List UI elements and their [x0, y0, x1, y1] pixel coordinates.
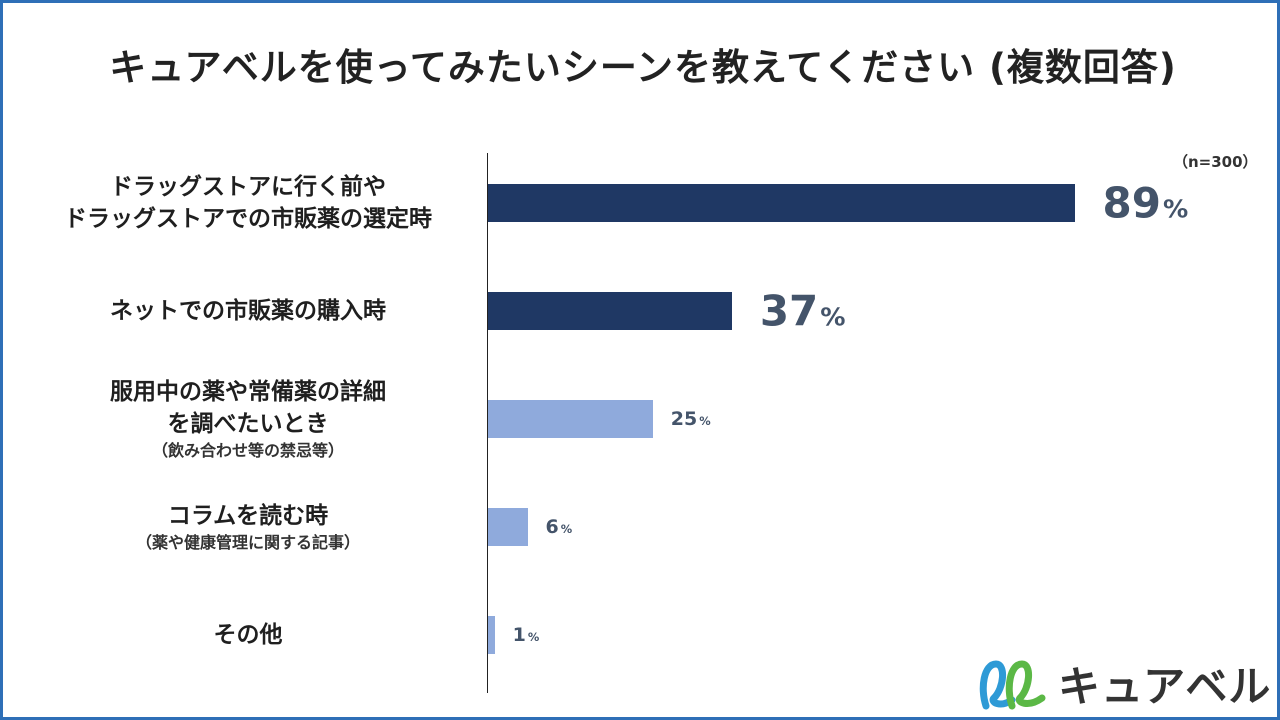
- category-label-line: その他: [213, 622, 283, 648]
- data-label-unit: %: [699, 414, 711, 428]
- category-label: その他: [23, 619, 473, 651]
- sample-size-note: （n=300）: [1173, 153, 1258, 171]
- category-label: コラムを読む時 （薬や健康管理に関する記事）: [23, 500, 473, 554]
- brand-logo: キュアベル: [978, 653, 1271, 714]
- data-label-value: 25: [670, 408, 698, 430]
- category-label: ネットでの市販薬の購入時: [23, 295, 473, 327]
- category-label: ドラッグストアに行く前やドラッグストアでの市販薬の選定時: [23, 171, 473, 235]
- category-label: 服用中の薬や常備薬の詳細 を調べたいとき （飲み合わせ等の禁忌等）: [23, 376, 473, 462]
- data-label-value: 37: [759, 286, 819, 336]
- y-axis-line: [487, 153, 488, 693]
- data-label-value: 6: [545, 516, 559, 538]
- category-sublabel: （薬や健康管理に関する記事）: [135, 533, 360, 552]
- category-label-line: ドラッグストアに行く前や: [110, 174, 386, 200]
- brand-logo-text: キュアベル: [1058, 662, 1272, 711]
- chart-title: キュアベルを使ってみたいシーンを教えてください (複数回答): [109, 46, 1177, 89]
- bar: [488, 184, 1075, 222]
- category-label-line: 服用中の薬や常備薬の詳細: [110, 379, 386, 405]
- bar: [488, 508, 528, 546]
- data-label: 37%: [760, 287, 846, 336]
- double-loop-logo-icon: [979, 659, 1046, 709]
- data-label-unit: %: [820, 302, 846, 332]
- bar: [488, 292, 732, 330]
- data-label-unit: %: [560, 522, 573, 536]
- data-label: 25%: [671, 408, 711, 430]
- category-sublabel: （飲み合わせ等の禁忌等）: [151, 441, 344, 460]
- category-label-line: を調べたいとき: [167, 411, 329, 437]
- data-label-unit: %: [527, 630, 540, 644]
- data-label-unit: %: [1162, 194, 1189, 224]
- bar: [488, 400, 653, 438]
- category-label-line: ドラッグストアでの市販薬の選定時: [64, 206, 432, 232]
- data-label-value: 1: [512, 624, 526, 646]
- data-label: 6%: [546, 516, 573, 538]
- data-label: 1%: [513, 624, 540, 646]
- category-label-line: コラムを読む時: [167, 503, 329, 529]
- data-label-value: 89: [1102, 178, 1161, 228]
- category-label-line: ネットでの市販薬の購入時: [110, 298, 386, 324]
- bar: [488, 616, 495, 654]
- data-label: 89%: [1103, 179, 1189, 228]
